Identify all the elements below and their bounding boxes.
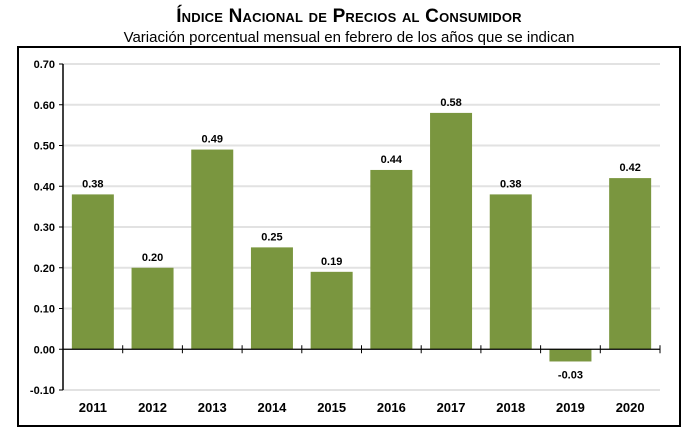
y-tick-label: -0.10	[30, 385, 55, 397]
bar-2011	[71, 194, 114, 350]
x-tick-label-2018: 2018	[496, 400, 525, 415]
bar-2020	[609, 178, 652, 350]
x-tick-label-2011: 2011	[79, 400, 107, 415]
data-label-2016: 0.44	[381, 154, 403, 166]
y-tick-label: 0.30	[34, 222, 55, 234]
data-label-2012: 0.20	[142, 252, 163, 264]
data-label-2013: 0.49	[202, 134, 223, 146]
chart-title: Índice Nacional de Precios al Consumidor	[176, 6, 522, 27]
plot-frame	[17, 46, 681, 427]
x-tick-label-2012: 2012	[138, 400, 167, 415]
bar-2017	[430, 112, 473, 350]
x-tick-label-2015: 2015	[317, 400, 346, 415]
x-tick-label-2020: 2020	[616, 400, 645, 415]
x-tick-label-2017: 2017	[437, 400, 466, 415]
data-label-2011: 0.38	[82, 178, 103, 190]
bar-2015	[310, 271, 353, 350]
y-tick-label: 0.60	[34, 100, 55, 112]
chart-subtitle: Variación porcentual mensual en febrero …	[123, 29, 575, 46]
bar-2014	[250, 247, 293, 350]
data-label-2017: 0.58	[440, 97, 461, 109]
data-label-2015: 0.19	[321, 256, 342, 268]
y-tick-label: 0.50	[34, 141, 55, 153]
x-tick-label-2016: 2016	[377, 400, 406, 415]
bar-2013	[191, 149, 234, 350]
data-label-2014: 0.25	[261, 231, 282, 243]
y-tick-label: 0.40	[34, 181, 55, 193]
bar-2016	[370, 169, 413, 350]
bar-2018	[489, 194, 532, 350]
y-tick-label: 0.10	[34, 304, 55, 316]
y-tick-label: 0.00	[34, 344, 55, 356]
data-label-2020: 0.42	[619, 162, 640, 174]
y-tick-label: 0.20	[34, 263, 55, 275]
x-tick-label-2014: 2014	[257, 400, 287, 415]
y-tick-label: 0.70	[34, 59, 55, 71]
bar-2012	[131, 267, 174, 350]
data-label-2018: 0.38	[500, 178, 521, 190]
x-tick-label-2019: 2019	[556, 400, 585, 415]
data-label-2019: -0.03	[558, 369, 583, 381]
bar-2019	[549, 349, 592, 362]
x-tick-label-2013: 2013	[198, 400, 227, 415]
